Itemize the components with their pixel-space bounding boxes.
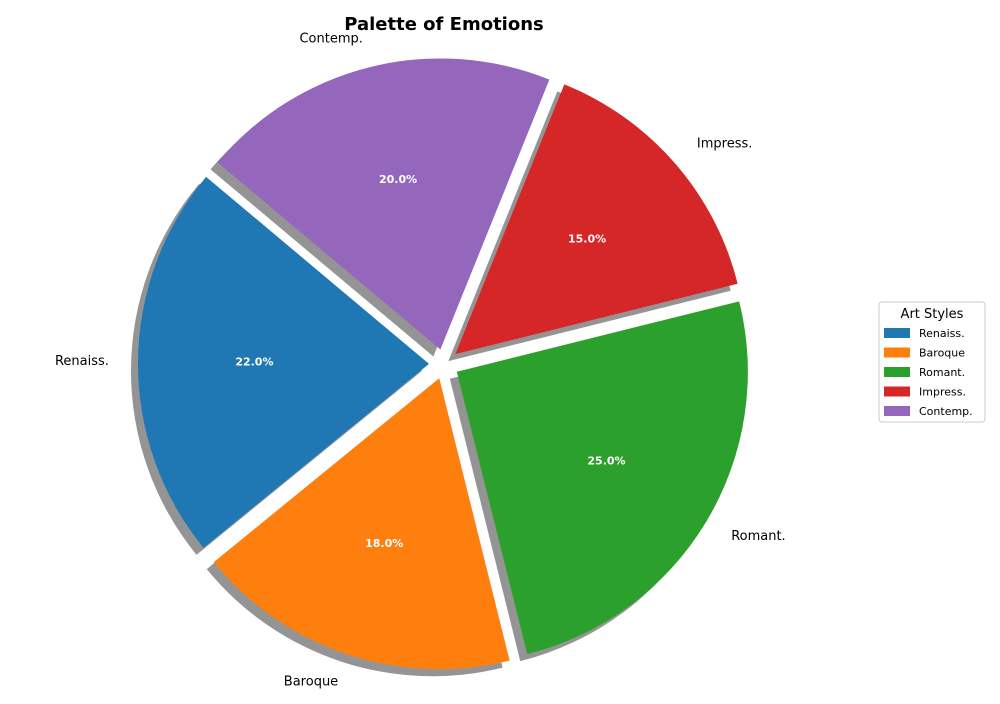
legend-swatch-impress (884, 386, 910, 397)
slice-label-impress: Impress. (697, 137, 753, 152)
percent-label-baroque: 18.0% (365, 537, 403, 550)
slice-label-romant: Romant. (731, 529, 786, 544)
legend-items: Renaiss. Baroque Romant. Impress. Contemp. (884, 327, 973, 418)
slice-label-baroque: Baroque (284, 675, 338, 690)
pie-slices (137, 58, 748, 670)
legend-title: Art Styles (901, 307, 964, 322)
percent-labels: 22.0% 18.0% 25.0% 15.0% 20.0% (235, 173, 625, 550)
legend-label-contemp: Contemp. (919, 405, 973, 418)
pie-slice-baroque (213, 378, 510, 670)
legend: Art Styles Renaiss. Baroque Romant. Impress… (878, 301, 986, 423)
pie-slice-contemp (217, 58, 550, 350)
legend-swatch-renaiss (884, 328, 910, 338)
legend-label-renaiss: Renaiss. (919, 327, 965, 340)
legend-swatch-contemp (884, 406, 910, 416)
legend-label-baroque: Baroque (919, 347, 965, 360)
percent-label-contemp: 20.0% (379, 173, 417, 186)
pie-slice-romant (456, 301, 748, 655)
legend-swatch-baroque (884, 347, 910, 358)
pie-slice-renaiss (137, 176, 430, 548)
legend-swatch-romant (884, 367, 910, 377)
percent-label-impress: 15.0% (568, 233, 606, 246)
slice-labels: Renaiss. Baroque Romant. Impress. Contemp. (55, 31, 786, 689)
slice-label-contemp: Contemp. (299, 31, 362, 46)
legend-label-impress: Impress. (919, 386, 966, 399)
chart-title: Palette of Emotions (344, 14, 543, 35)
legend-label-romant: Romant. (919, 366, 965, 379)
slice-label-renaiss: Renaiss. (55, 354, 109, 369)
pie-slice-impress (455, 84, 738, 355)
percent-label-romant: 25.0% (587, 455, 625, 468)
percent-label-renaiss: 22.0% (235, 356, 273, 369)
